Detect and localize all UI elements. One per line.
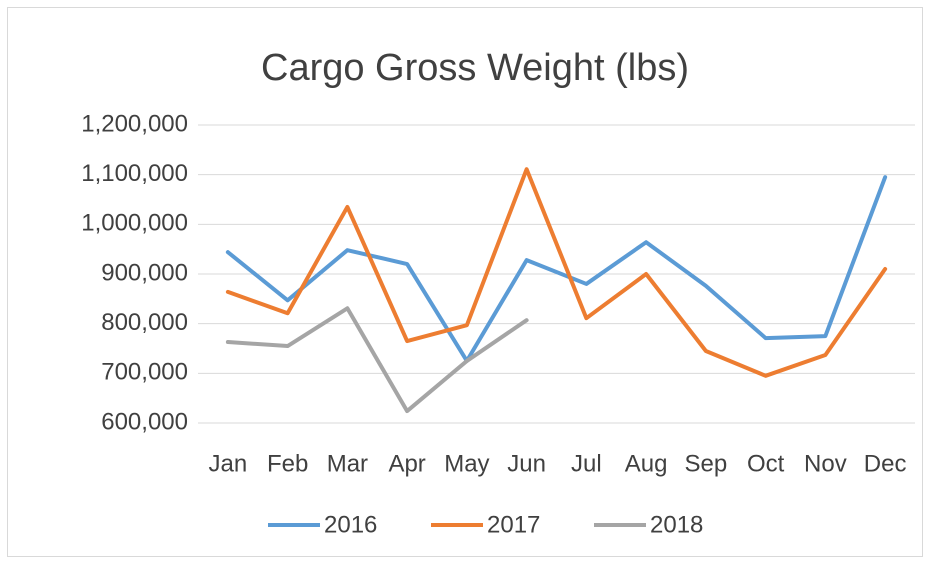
legend-label: 2017 (487, 511, 540, 538)
y-tick-label: 800,000 (101, 309, 188, 336)
y-tick-label: 1,100,000 (81, 160, 188, 187)
line-series (225, 175, 888, 363)
x-tick-label: Feb (267, 450, 308, 477)
x-tick-label: Jan (209, 450, 248, 477)
y-tick-label: 900,000 (101, 259, 188, 286)
y-tick-label: 1,200,000 (81, 110, 188, 137)
y-tick-label: 700,000 (101, 359, 188, 386)
legend-label: 2016 (324, 511, 377, 538)
x-tick-label: Apr (388, 450, 425, 477)
x-tick-label: Sep (685, 450, 728, 477)
line-series (225, 167, 888, 378)
x-tick-label: Jul (571, 450, 602, 477)
line-series (225, 306, 529, 414)
x-tick-label: Jun (507, 450, 546, 477)
x-tick-label: Nov (804, 450, 847, 477)
chart-border (7, 7, 923, 557)
x-tick-label: May (444, 450, 489, 477)
y-tick-label: 1,000,000 (81, 210, 188, 237)
chart-title: Cargo Gross Weight (lbs) (261, 47, 689, 89)
x-tick-label: Mar (327, 450, 368, 477)
legend-label: 2018 (650, 511, 703, 538)
y-tick-label: 600,000 (101, 408, 188, 435)
x-tick-label: Aug (625, 450, 668, 477)
x-tick-label: Oct (747, 450, 785, 477)
x-tick-label: Dec (864, 450, 907, 477)
